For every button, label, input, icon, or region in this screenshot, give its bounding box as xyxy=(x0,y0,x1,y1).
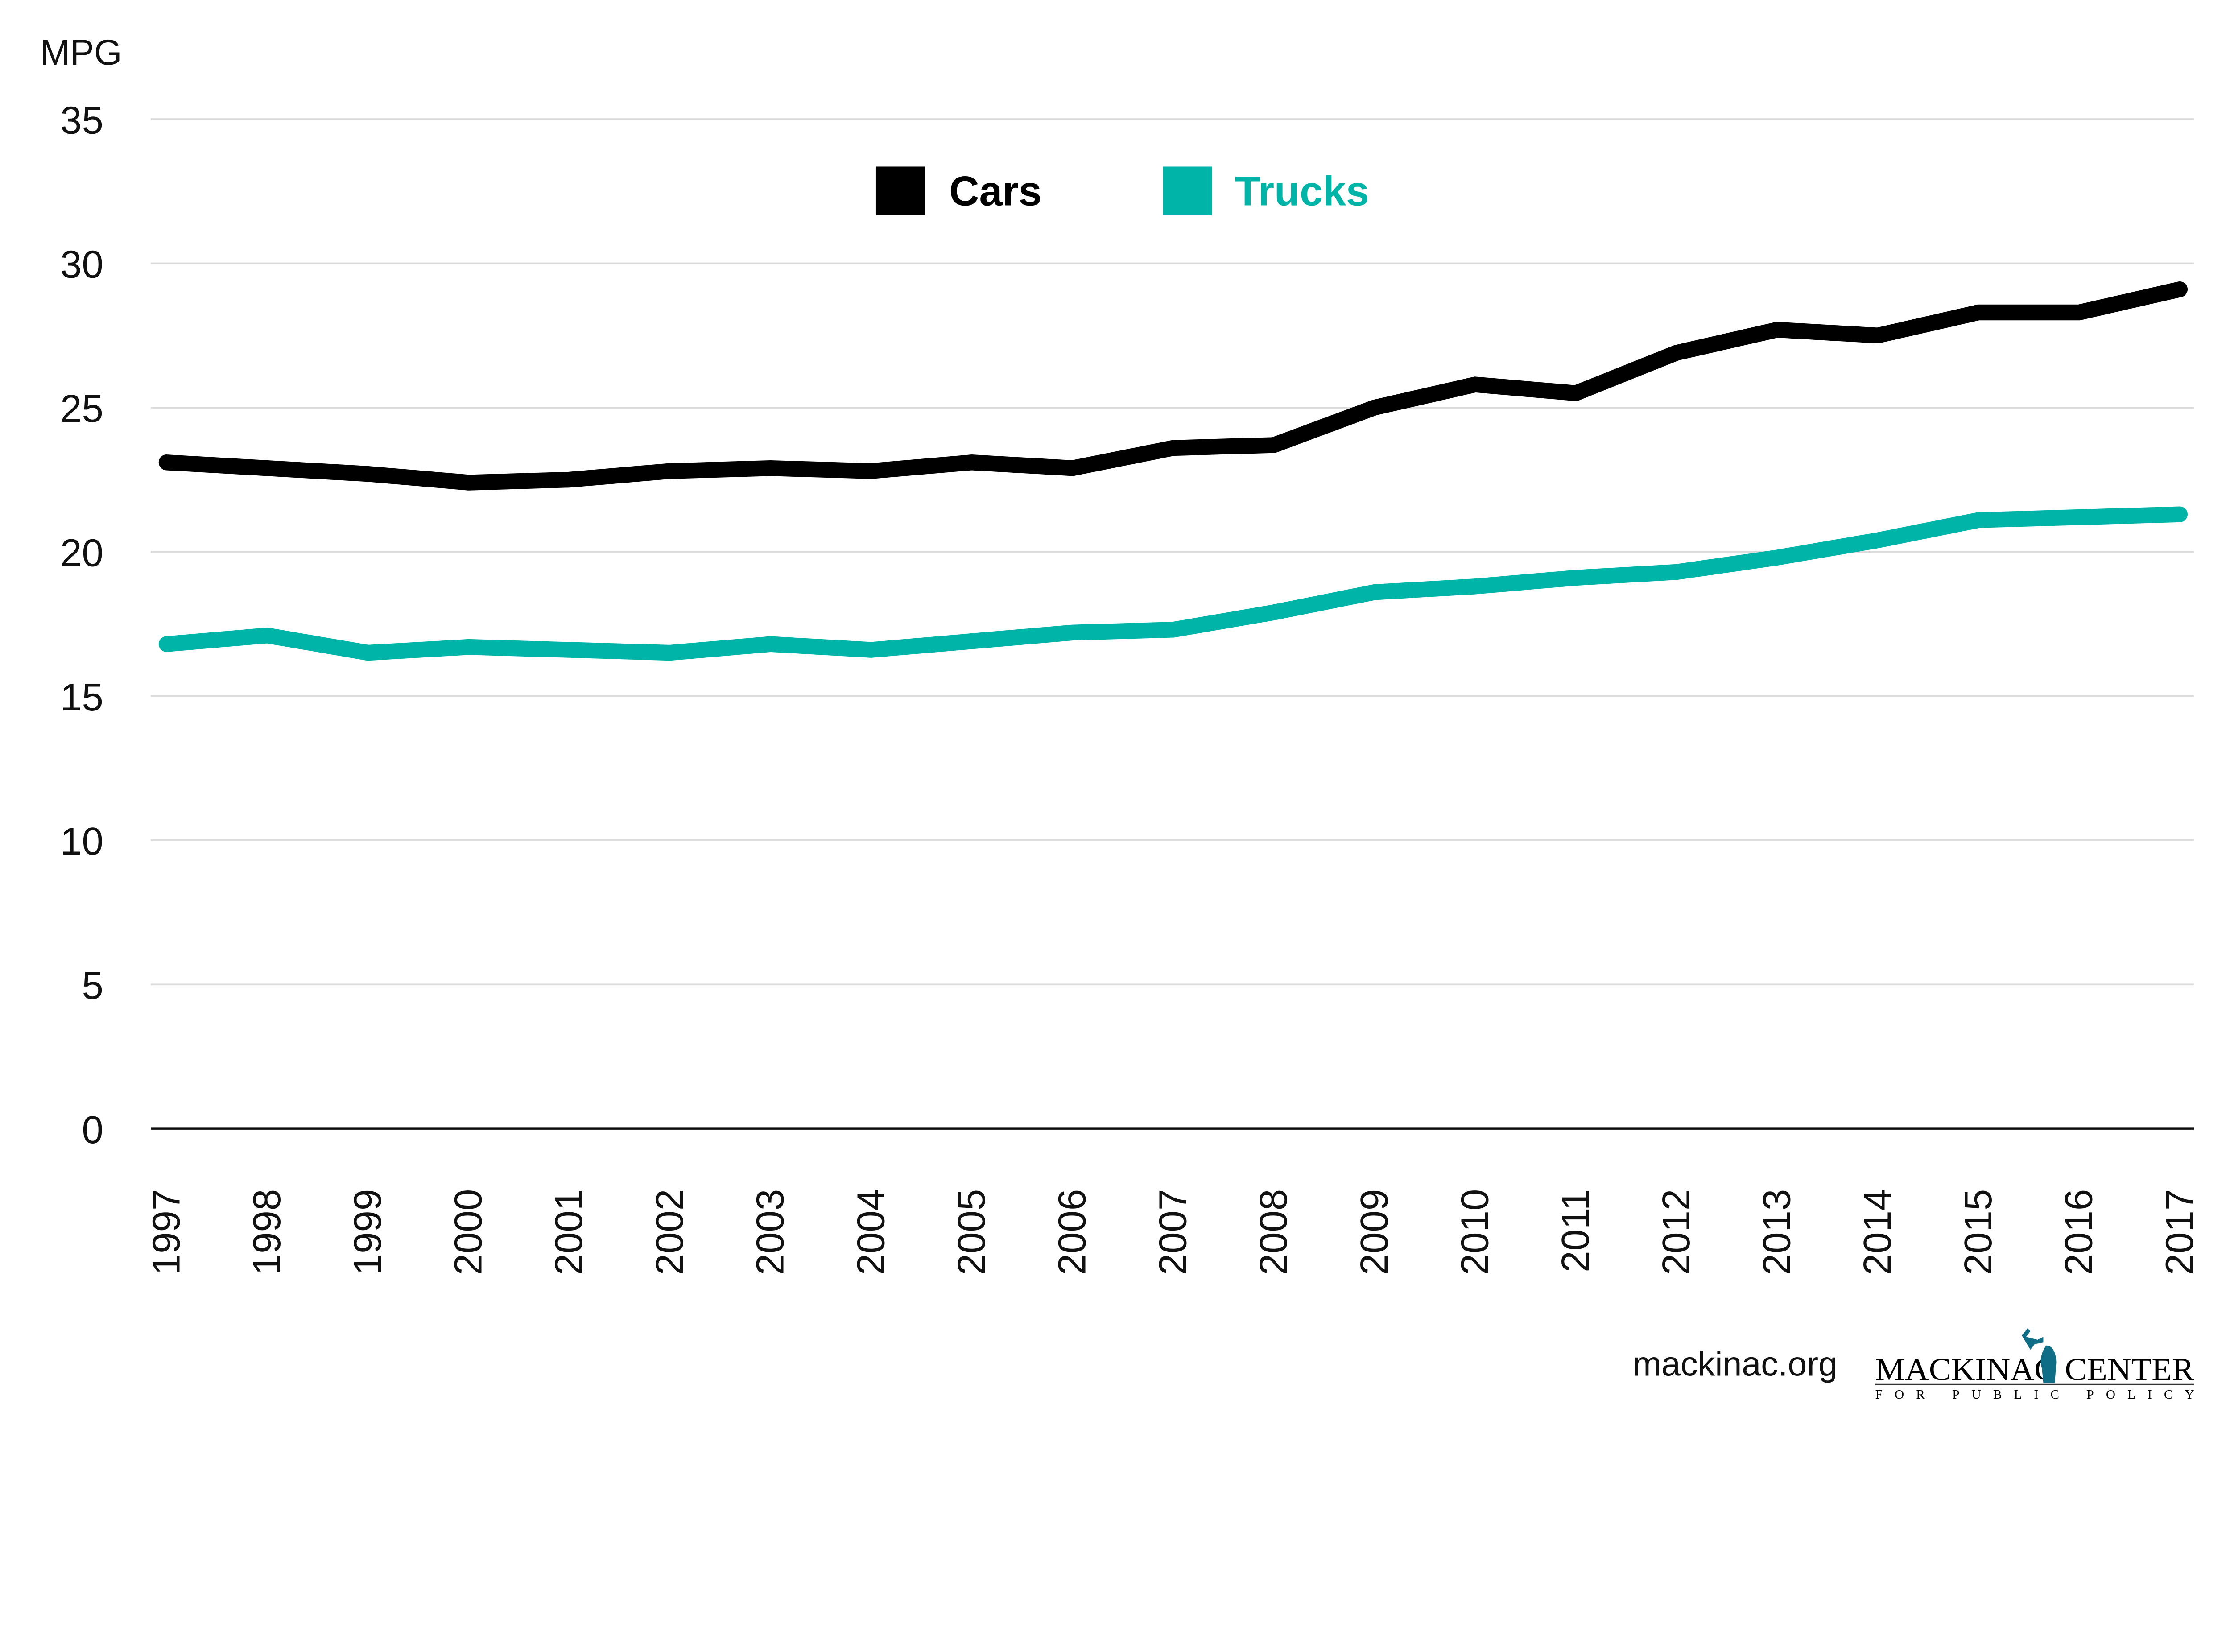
y-tick-label: 30 xyxy=(60,243,103,286)
gridlines xyxy=(151,118,2194,1130)
x-tick-label: 2001 xyxy=(547,1189,591,1275)
mackinac-center-logo: MACKINAC CENTER FOR PUBLIC POLICY xyxy=(1875,1328,2195,1402)
x-tick-label: 2009 xyxy=(1353,1189,1396,1275)
michigan-map-icon xyxy=(2022,1328,2057,1383)
y-tick-label: 5 xyxy=(82,964,103,1007)
y-tick-label: 20 xyxy=(60,531,103,574)
x-tick-label: 2008 xyxy=(1252,1189,1295,1275)
y-tick-label: 15 xyxy=(60,676,103,719)
x-tick-label: 2013 xyxy=(1755,1189,1799,1275)
data-point-cars xyxy=(569,479,570,480)
legend-label-cars: Cars xyxy=(949,167,1042,214)
x-tick-label: 1999 xyxy=(346,1189,389,1275)
x-tick-label: 2006 xyxy=(1051,1189,1094,1275)
line-chart: MPG 0 5 10 15 20 25 30 35 1997 1998 1999 2000 2001 2… xyxy=(40,33,2201,1402)
legend: Cars Trucks xyxy=(875,166,1369,215)
x-tick-label: 2011 xyxy=(1554,1189,1597,1272)
x-tick-label: 2003 xyxy=(749,1189,792,1275)
x-tick-label: 2015 xyxy=(1957,1189,2000,1275)
series-line-trucks xyxy=(158,506,2188,661)
y-tick-labels: 0 5 10 15 20 25 30 35 xyxy=(60,99,103,1151)
x-tick-label: 1998 xyxy=(245,1189,289,1275)
legend-label-trucks: Trucks xyxy=(1235,167,1369,214)
y-tick-label: 0 xyxy=(82,1108,103,1152)
website-link[interactable]: mackinac.org xyxy=(1633,1345,1838,1383)
y-tick-label: 35 xyxy=(60,99,103,142)
y-tick-label: 25 xyxy=(60,387,103,430)
footer: mackinac.org MACKINAC CENTER FOR PUBLIC … xyxy=(1633,1328,2195,1402)
y-tick-label: 10 xyxy=(60,820,103,863)
series-lines xyxy=(158,281,2188,661)
data-point-trucks xyxy=(267,635,268,636)
x-tick-label: 2002 xyxy=(648,1189,691,1275)
series-line-cars xyxy=(158,281,2188,491)
x-tick-label: 2010 xyxy=(1453,1189,1496,1275)
x-tick-label: 2012 xyxy=(1655,1189,1698,1275)
data-point-cars xyxy=(166,462,167,463)
logo-subtext: FOR PUBLIC POLICY xyxy=(1875,1388,2194,1402)
legend-swatch-trucks xyxy=(1163,166,1212,215)
y-axis-label: MPG xyxy=(40,33,122,73)
x-tick-label: 2007 xyxy=(1151,1189,1194,1275)
logo-text: MACKINAC CENTER xyxy=(1875,1352,2195,1387)
x-tick-label: 2017 xyxy=(2158,1189,2201,1275)
x-tick-label: 2005 xyxy=(950,1189,993,1275)
x-tick-label: 2016 xyxy=(2057,1189,2101,1275)
x-tick-label: 2014 xyxy=(1856,1189,1899,1275)
data-point-trucks xyxy=(1072,632,1073,633)
x-tick-label: 2004 xyxy=(849,1189,892,1275)
data-point-cars xyxy=(1978,312,1979,313)
x-tick-labels: 1997 1998 1999 2000 2001 2002 2003 2004 2005 2006… xyxy=(145,1189,2201,1275)
legend-swatch-cars xyxy=(875,166,925,215)
x-tick-label: 1997 xyxy=(145,1189,188,1275)
x-tick-label: 2000 xyxy=(447,1189,490,1275)
